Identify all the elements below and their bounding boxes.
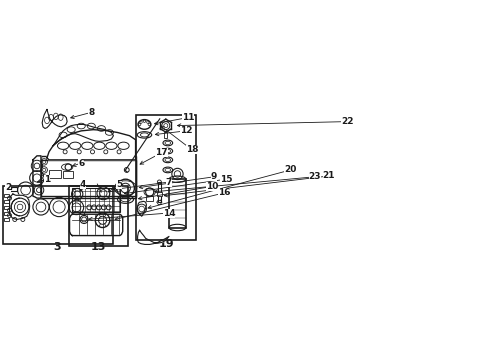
Text: 12: 12 — [179, 126, 192, 135]
Bar — [3, 186, 113, 244]
Bar — [157, 192, 162, 196]
Text: 9: 9 — [210, 172, 217, 181]
Polygon shape — [137, 230, 169, 244]
Text: 21: 21 — [322, 171, 334, 180]
Text: 14: 14 — [163, 208, 175, 217]
Text: 3: 3 — [53, 242, 61, 252]
Bar — [158, 182, 161, 202]
Bar — [4, 206, 9, 209]
Text: 10: 10 — [205, 182, 218, 191]
Polygon shape — [33, 156, 41, 198]
Bar — [164, 132, 167, 138]
Bar — [136, 115, 196, 240]
Bar — [169, 179, 185, 228]
Bar — [63, 171, 73, 177]
Polygon shape — [47, 130, 135, 160]
Text: 2: 2 — [5, 183, 11, 192]
Text: 4: 4 — [80, 180, 86, 189]
Polygon shape — [53, 125, 113, 146]
Text: 7: 7 — [165, 177, 172, 186]
Polygon shape — [137, 201, 146, 216]
Bar — [49, 170, 61, 178]
Bar — [8, 187, 17, 191]
Text: 23: 23 — [308, 172, 321, 181]
Bar — [72, 188, 120, 212]
Bar — [4, 194, 9, 197]
Bar — [146, 196, 153, 201]
Bar — [41, 156, 135, 198]
Text: 16: 16 — [218, 188, 230, 197]
Text: 19: 19 — [158, 239, 174, 249]
Text: 5: 5 — [116, 180, 122, 189]
Bar — [69, 186, 127, 247]
Bar — [41, 160, 135, 196]
Text: 17: 17 — [155, 148, 168, 157]
Text: 15: 15 — [220, 175, 232, 184]
Polygon shape — [69, 214, 122, 235]
Text: 1: 1 — [44, 175, 50, 184]
Bar — [4, 212, 9, 215]
Text: 22: 22 — [340, 117, 352, 126]
Text: 13: 13 — [91, 242, 106, 252]
Text: 18: 18 — [185, 145, 198, 154]
Text: 6: 6 — [78, 159, 84, 168]
Bar — [4, 218, 9, 221]
Bar — [4, 200, 9, 203]
Text: 8: 8 — [88, 108, 94, 117]
Text: 11: 11 — [182, 113, 194, 122]
Text: 20: 20 — [284, 166, 296, 175]
Polygon shape — [10, 194, 30, 220]
Polygon shape — [42, 109, 67, 129]
